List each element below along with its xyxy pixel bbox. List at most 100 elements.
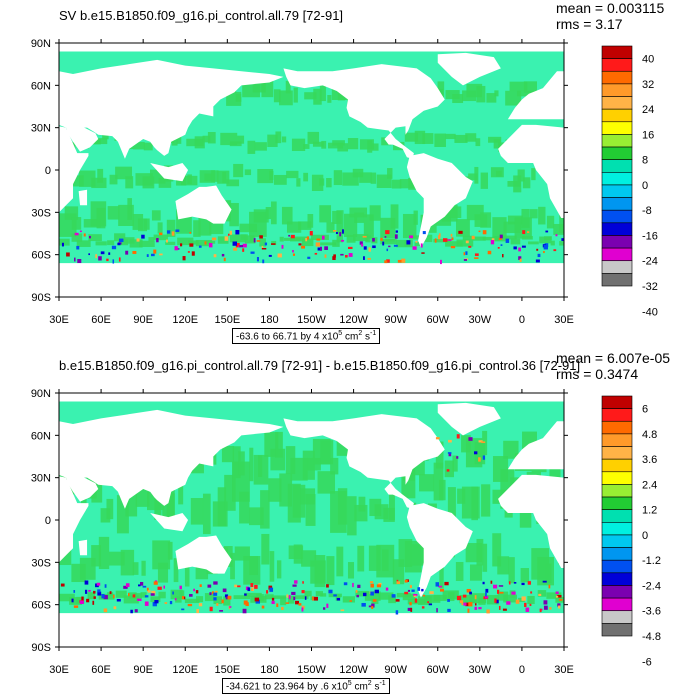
- colorbar-swatch: [601, 420, 633, 435]
- lon-tick-label: 60E: [91, 664, 111, 676]
- lon-tick-label: 180: [260, 314, 278, 326]
- lon-tick-label: 150E: [214, 314, 240, 326]
- colorbar-swatch: [601, 395, 633, 409]
- colorbar-label: -4.8: [642, 631, 661, 643]
- lon-tick-label: 120W: [339, 314, 368, 326]
- field-layer: [59, 393, 564, 647]
- lon-tick-label: 90W: [384, 314, 407, 326]
- lat-tick-label: 60S: [31, 250, 51, 262]
- land-mask: [66, 474, 99, 502]
- colorbar-swatch: [601, 585, 633, 599]
- colorbar-label: 1.2: [642, 505, 657, 517]
- colorbar-swatch: [601, 433, 633, 447]
- colorbar-swatch: [601, 134, 633, 148]
- lon-tick-label: 30E: [49, 664, 69, 676]
- lon-tick-label: 150W: [297, 664, 326, 676]
- colorbar-swatch: [601, 547, 633, 561]
- land-mask: [498, 124, 564, 218]
- panel-bottom: b.e15.B1850.f09_g16.pi_control.all.79 [7…: [0, 350, 700, 700]
- lon-tick-label: 60W: [426, 314, 449, 326]
- colorbar-swatch: [601, 610, 633, 624]
- lat-tick-label: 0: [45, 515, 51, 527]
- map-plot: 90N 60N 30N 0 30S 60S 90S 30E 60E 90E 120E 150E 180 1…: [31, 38, 658, 326]
- colorbar-label: -16: [642, 230, 658, 242]
- lon-tick-label: 90E: [133, 314, 153, 326]
- colorbar-swatch: [601, 559, 633, 574]
- colorbar-label: 16: [642, 129, 654, 141]
- mean-stat: mean = 0.003115: [556, 0, 665, 16]
- colorbar-swatch: [601, 484, 633, 498]
- colorbar-label: -6: [642, 656, 652, 668]
- lat-tick-label: 90S: [31, 292, 51, 304]
- lat-tick-label: 60N: [31, 430, 51, 442]
- lon-tick-label: 150E: [214, 664, 240, 676]
- land-mask: [283, 64, 445, 159]
- colorbar-label: -2.4: [642, 580, 661, 592]
- lon-tick-label: 120E: [172, 664, 198, 676]
- land-mask: [406, 503, 473, 598]
- mean-stat: mean = 6.007e-05: [556, 350, 671, 366]
- field-layer: [59, 43, 564, 297]
- lat-tick-label: 30N: [31, 123, 51, 135]
- lat-tick-label: 60S: [31, 600, 51, 612]
- colorbar-label: 8: [642, 155, 648, 167]
- lat-tick-label: 90N: [31, 388, 51, 400]
- contour-info-box: -34.621 to 23.964 by .6 x105 cm2 s-1: [222, 678, 390, 695]
- land-mask: [59, 613, 564, 647]
- land-mask: [59, 476, 89, 563]
- colorbar-swatch: [601, 96, 633, 110]
- colorbar-label: -8: [642, 205, 652, 217]
- lon-tick-label: 90E: [133, 664, 153, 676]
- colorbar-label: 3.6: [642, 454, 657, 466]
- colorbar-swatch: [601, 496, 633, 510]
- lat-tick-label: 0: [45, 165, 51, 177]
- land-mask: [150, 162, 189, 182]
- colorbar-swatch: [601, 197, 633, 211]
- land-mask: [59, 43, 564, 52]
- colorbar-swatch: [601, 597, 633, 612]
- colorbar-swatch: [601, 572, 633, 586]
- colorbar-label: -1.2: [642, 555, 661, 567]
- colorbar-label: -32: [642, 281, 658, 293]
- lon-tick-label: 180: [260, 664, 278, 676]
- colorbar-swatch: [601, 159, 633, 173]
- colorbar-swatch: [601, 184, 633, 198]
- colorbar-swatch: [601, 273, 633, 287]
- land-mask: [175, 535, 232, 574]
- lat-tick-label: 30S: [31, 207, 51, 219]
- colorbar-label: 40: [642, 54, 654, 66]
- lon-tick-label: 90W: [384, 664, 407, 676]
- land-mask: [437, 402, 501, 436]
- colorbar-label: 32: [642, 79, 654, 91]
- colorbar-swatch: [601, 146, 633, 160]
- colorbar-label: -3.6: [642, 606, 661, 618]
- land-mask: [59, 409, 284, 509]
- colorbar-swatch: [601, 209, 633, 224]
- colorbar-label: 0: [642, 530, 648, 542]
- lon-tick-label: 60E: [91, 314, 111, 326]
- colorbar-swatch: [601, 108, 633, 123]
- colorbar-label: 0: [642, 180, 648, 192]
- land-mask: [507, 71, 564, 120]
- colorbar-swatch: [601, 235, 633, 249]
- lon-tick-label: 120E: [172, 314, 198, 326]
- colorbar-swatch: [601, 408, 633, 422]
- lat-tick-label: 90N: [31, 38, 51, 50]
- plot-title: SV b.e15.B1850.f09_g16.pi_control.all.79…: [59, 8, 344, 23]
- rms-stat: rms = 3.17: [556, 16, 623, 32]
- lon-tick-label: 0: [519, 314, 525, 326]
- colorbar-swatch: [601, 534, 633, 548]
- colorbar-swatch: [601, 471, 633, 485]
- colorbar-swatch: [601, 121, 633, 135]
- land-mask: [507, 421, 564, 470]
- lon-tick-label: 60W: [426, 664, 449, 676]
- colorbar-swatch: [601, 58, 633, 72]
- land-mask: [498, 474, 564, 568]
- colorbar-label: 24: [642, 104, 654, 116]
- land-mask: [437, 52, 501, 86]
- land-mask: [66, 124, 99, 152]
- colorbar-label: 4.8: [642, 429, 657, 441]
- lat-tick-label: 90S: [31, 642, 51, 654]
- lon-tick-label: 120W: [339, 664, 368, 676]
- land-mask: [59, 126, 89, 213]
